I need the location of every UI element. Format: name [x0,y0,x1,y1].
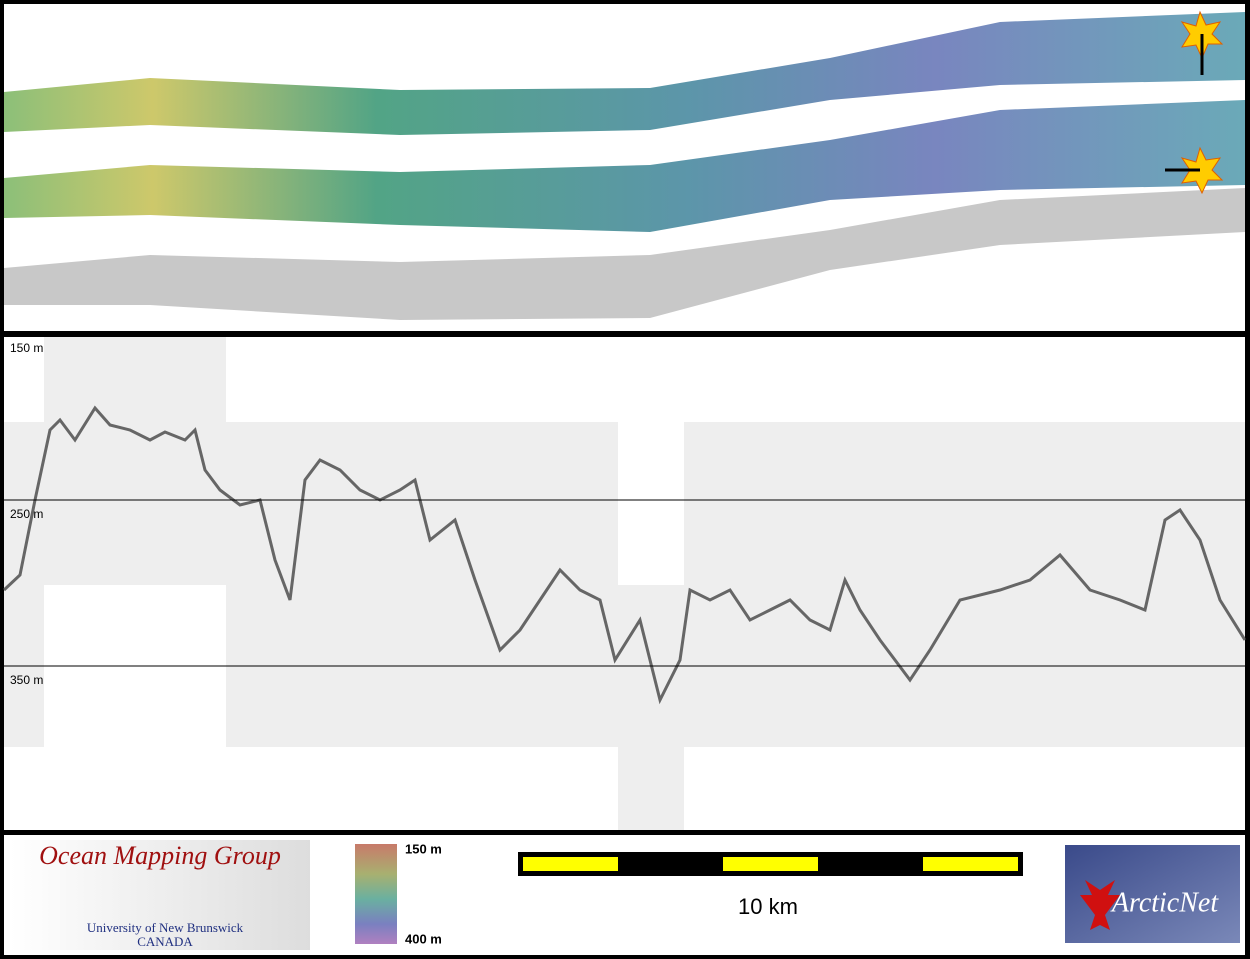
depth-label: 350 m [10,673,43,687]
maple-leaf [1080,880,1120,930]
bathymetry-strip [4,100,1245,232]
colorbar-bottom: 400 m [405,931,442,946]
backscatter-strip [4,188,1245,320]
scalebar-segment [923,857,1018,871]
logo-title: Ocean Mapping Group [39,841,281,870]
scalebar-label: 10 km [738,894,798,919]
marker [1180,146,1224,195]
profile-swath [684,422,1245,747]
logo-university: University of New Brunswick [87,920,244,935]
partner-label: ArcticNet [1110,887,1219,918]
bathymetry-strip [4,12,1245,135]
logo-country: CANADA [137,934,193,949]
colorbar-top: 150 m [405,841,442,856]
profile-swath [44,337,226,585]
scalebar-segment [723,857,818,871]
seabed-profile [2,405,1247,705]
scalebar-segment [523,857,618,871]
logo [10,840,310,950]
depth-label: 250 m [10,507,43,521]
profile-swath [618,585,684,830]
depth-label: 150 m [10,341,43,355]
colorbar [355,844,397,944]
